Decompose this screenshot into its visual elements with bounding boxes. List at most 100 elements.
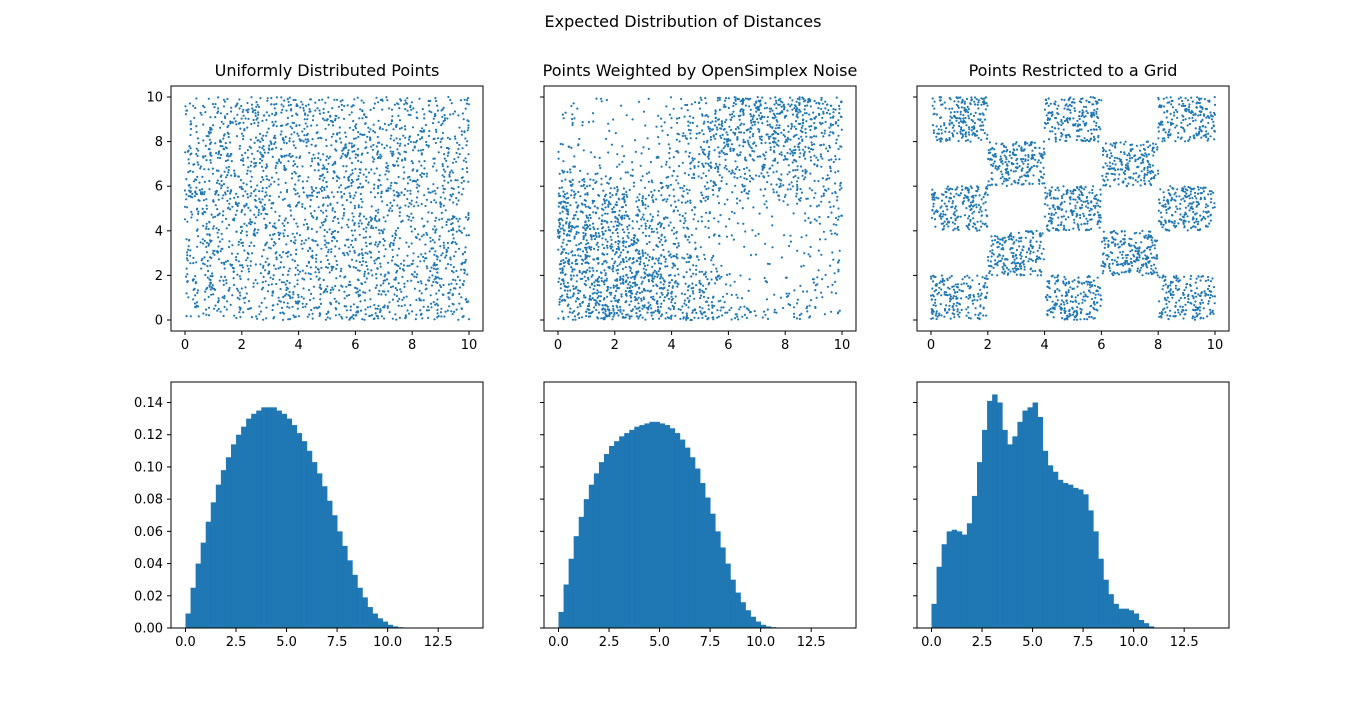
scatter-point (261, 187, 264, 190)
scatter-point (361, 318, 364, 321)
scatter-point (220, 120, 223, 123)
scatter-point (370, 256, 373, 259)
scatter-point (406, 182, 409, 185)
scatter-point (754, 314, 757, 317)
scatter-point (597, 311, 601, 314)
scatter-point (699, 283, 702, 286)
scatter-point (195, 153, 198, 156)
scatter-point (219, 126, 222, 129)
scatter-point (194, 190, 197, 193)
scatter-point (443, 114, 446, 117)
scatter-point (687, 128, 691, 131)
scatter-point (358, 260, 361, 264)
scatter-point (689, 129, 692, 132)
scatter-point (209, 264, 212, 267)
scatter-point (743, 167, 746, 171)
scatter-point (279, 261, 283, 264)
scatter-point (283, 294, 286, 297)
scatter-point (247, 253, 250, 256)
scatter-point (817, 249, 820, 252)
scatter-point (277, 219, 280, 222)
scatter-point (330, 250, 333, 254)
scatter-point (685, 188, 688, 191)
scatter-point (616, 185, 619, 189)
scatter-point (581, 272, 584, 275)
scatter-point (828, 159, 831, 162)
scatter-point (741, 183, 744, 186)
scatter-point (397, 103, 400, 106)
scatter-point (559, 227, 562, 230)
scatter-point (822, 230, 826, 233)
scatter-point (715, 133, 718, 136)
scatter-point (670, 126, 673, 129)
scatter-point (326, 231, 329, 234)
scatter-point (341, 204, 344, 207)
scatter-point (748, 169, 751, 172)
scatter-point (639, 260, 642, 263)
scatter-point (326, 290, 329, 293)
scatter-point (401, 275, 404, 278)
scatter-point (432, 267, 436, 270)
scatter-point (612, 315, 615, 318)
scatter-point (647, 205, 650, 208)
scatter-point (684, 137, 688, 140)
scatter-point (578, 271, 581, 274)
scatter-point (407, 142, 410, 145)
scatter-point (622, 275, 625, 278)
scatter-point (771, 109, 774, 112)
scatter-point (344, 170, 348, 173)
scatter-point (582, 226, 585, 229)
scatter-point (647, 301, 650, 304)
scatter-point (808, 100, 812, 103)
scatter-point (704, 97, 707, 100)
scatter-point (622, 258, 625, 261)
scatter-point (725, 273, 729, 276)
scatter-point (586, 192, 589, 195)
scatter-point (297, 134, 300, 137)
scatter-point (773, 308, 776, 311)
scatter-point (588, 214, 591, 217)
scatter-point (379, 241, 382, 244)
scatter-point (731, 113, 734, 116)
scatter-point (211, 172, 214, 175)
scatter-point (698, 291, 701, 294)
scatter-point (801, 174, 804, 177)
scatter-point (254, 205, 257, 208)
scatter-point (362, 228, 365, 231)
scatter-point (336, 133, 339, 136)
scatter-point (621, 237, 625, 240)
scatter-point (201, 191, 204, 194)
scatter-point (383, 279, 387, 282)
scatter-point (773, 159, 777, 162)
scatter-point (559, 194, 562, 197)
scatter-point (677, 273, 680, 276)
scatter-point (681, 305, 684, 308)
scatter-point (436, 258, 439, 261)
scatter-point (235, 230, 238, 233)
scatter-point (604, 206, 607, 209)
scatter-point (705, 174, 708, 178)
scatter-point (585, 246, 588, 249)
scatter-point (815, 135, 818, 138)
scatter-point (227, 168, 230, 172)
scatter-point (455, 197, 458, 200)
scatter-point (644, 203, 647, 206)
scatter-point (650, 196, 654, 199)
scatter-point (558, 225, 561, 228)
scatter-point (382, 237, 385, 241)
scatter-point (240, 185, 243, 188)
scatter-point (256, 103, 259, 106)
scatter-point (761, 122, 764, 125)
scatter-point (702, 197, 705, 200)
scatter-point (560, 179, 564, 183)
scatter-point (608, 129, 611, 132)
scatter-point (691, 290, 695, 293)
scatter-point (747, 141, 750, 144)
scatter-point (364, 261, 367, 264)
scatter-point (437, 289, 440, 292)
scatter-point (571, 268, 574, 271)
scatter-point (186, 254, 189, 257)
scatter-point (817, 101, 820, 104)
scatter-point (260, 301, 263, 304)
scatter-point (222, 122, 225, 125)
